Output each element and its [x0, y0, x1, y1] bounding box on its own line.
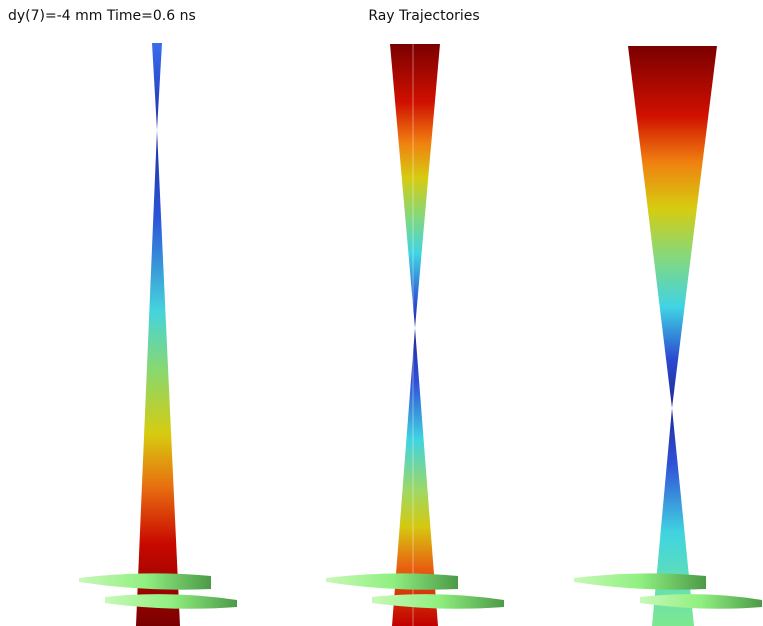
ray-bundle — [136, 43, 180, 626]
ray-plot: dy(7)=-4 mm Time=0.6 ns Ray Trajectories — [0, 0, 763, 626]
title: Ray Trajectories — [368, 8, 479, 24]
ray-bundle — [390, 44, 440, 626]
ray-bundle — [628, 46, 717, 626]
subtitle: dy(7)=-4 mm Time=0.6 ns — [8, 8, 196, 24]
page: dy(7)=-4 mm Time=0.6 ns Ray Trajectories… — [0, 0, 763, 626]
